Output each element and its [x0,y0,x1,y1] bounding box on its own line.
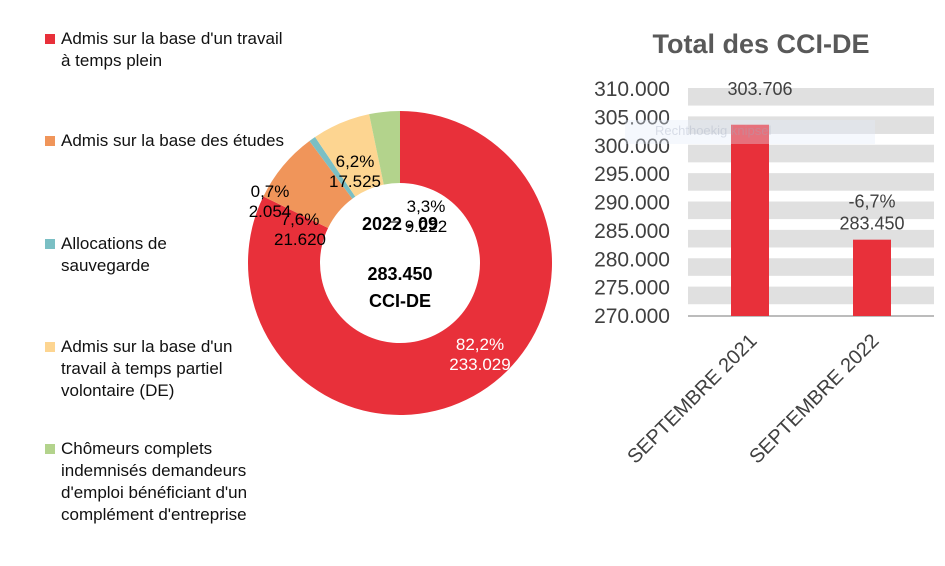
donut-center-period: 2022 - 09 [362,214,438,234]
donut-slice [263,140,353,228]
grid-band [688,88,934,106]
legend-label: Admis sur la base d'un travail à temps p… [61,29,283,70]
legend-item-safeguard: Allocations de sauvegarde [45,233,211,277]
legend-label: Admis sur la base des études [61,131,285,150]
donut-slice [315,114,384,197]
snipping-overlay: Rechthoekig knipsel [625,120,875,144]
donut-slice [369,111,400,185]
legend-swatch [45,342,55,352]
slice-value-label: 2.054 [249,202,292,221]
bar [853,239,891,316]
grid-band [688,258,934,276]
y-tick-label: 310.000 [594,78,670,101]
slice-percent-label: 0,7% [251,182,290,201]
legend-swatch [45,136,55,146]
legend-swatch [45,239,55,249]
slice-value-label: 9.222 [405,217,448,236]
slice-percent-label: 6,2% [336,152,375,171]
legend-item-unemployed: Chômeurs complets indemnisés demandeurs … [45,438,291,526]
x-category-label: SEPTEMBRE 2022 [745,330,883,468]
y-tick-label: 280.000 [594,248,670,271]
bar-change-label: -6,7% [848,192,895,212]
legend-item-parttime: Admis sur la base d'un travail à temps p… [45,336,271,402]
legend-item-fulltime: Admis sur la base d'un travail à temps p… [45,28,291,72]
donut-center-unit: CCI-DE [369,291,431,311]
y-tick-label: 270.000 [594,305,670,328]
bar [731,124,769,317]
donut-center-total: 283.450 [367,264,432,284]
grid-band [688,173,934,191]
bar-chart: Total des CCI-DE 270.000 275.000 280.000 28… [594,29,934,468]
legend-label: Admis sur la base d'un travail à temps p… [61,337,233,400]
bar-value-label: 303.706 [727,79,792,99]
bar-chart-title: Total des CCI-DE [652,29,869,59]
y-tick-label: 295.000 [594,163,670,186]
y-tick-label: 300.000 [594,135,670,158]
grid-band [688,286,934,305]
slice-percent-label: 7,6% [281,210,320,229]
slice-value-label: 21.620 [274,230,326,249]
donut-chart: 82,2%233.029 7,6%21.620 0,7%2.054 6,2%17.52… [248,111,552,416]
donut-slice [309,136,356,199]
y-tick-label: 305.000 [594,106,670,129]
y-tick-label: 290.000 [594,192,670,215]
x-category-label: SEPTEMBRE 2021 [623,330,761,468]
donut-slice [248,111,552,416]
bar-value-label: 283.450 [839,214,904,234]
grid-band [688,144,934,163]
legend-label: Chômeurs complets indemnisés demandeurs … [61,439,248,524]
y-tick-label: 275.000 [594,277,670,300]
slice-percent-label: 82,2% [456,335,504,354]
y-tick-label: 285.000 [594,220,670,243]
leader-line [385,216,398,223]
legend-swatch [45,34,55,44]
slice-value-label: 233.029 [449,355,510,374]
slice-percent-label: 3,3% [407,197,446,216]
legend-swatch [45,444,55,454]
legend-item-studies: Admis sur la base des études [45,130,291,152]
slice-value-label: 17.525 [329,172,381,191]
legend-label: Allocations de sauvegarde [61,234,167,275]
